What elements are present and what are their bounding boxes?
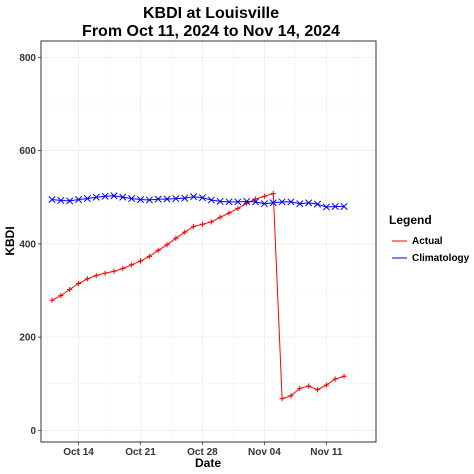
data-point-actual [173,235,179,241]
data-point-actual [84,276,90,282]
series-line-actual [51,192,345,400]
data-point-actual [252,196,259,202]
series-layer [48,190,348,402]
data-point-actual [58,292,64,299]
x-tick-label: Oct 28 [187,447,218,458]
data-point-actual [235,205,241,211]
data-point-actual [102,270,108,276]
data-point-actual [120,265,126,272]
data-point-climatology [331,202,339,211]
data-point-actual [288,393,294,399]
data-point-actual [332,376,338,382]
data-point-climatology [145,196,153,204]
data-point-climatology [340,202,348,211]
y-tick-label: 0 [30,426,36,437]
data-point-actual [93,272,99,279]
series-line-climatology [51,195,345,208]
data-point-actual [323,382,329,388]
data-point-climatology [225,198,233,206]
data-point-actual [217,214,223,220]
data-point-actual [146,253,152,260]
data-point-climatology [198,194,207,202]
data-point-actual [341,373,347,379]
data-point-climatology [110,192,118,200]
data-point-climatology [83,195,91,203]
x-tick-label: Nov 04 [248,447,281,458]
chart-title: KBDI at Louisville [143,5,279,22]
data-point-actual [164,242,170,248]
data-point-climatology [172,195,180,203]
data-point-climatology [119,193,127,201]
y-axis-title: KBDI [3,226,17,255]
data-point-actual [155,247,161,253]
data-point-climatology [313,200,322,208]
data-point-climatology [322,203,330,211]
data-point-climatology [66,197,74,205]
data-point-actual [314,387,321,393]
data-point-actual [297,385,303,391]
legend: Legend Actual Climatology [389,213,470,264]
data-point-actual [111,268,117,274]
data-point-actual [67,286,73,293]
data-point-actual [137,258,144,264]
y-tick-label: 600 [19,146,36,157]
data-point-climatology [136,195,145,204]
x-axis-title: Date [195,456,221,470]
data-point-climatology [278,198,286,206]
data-point-climatology [243,197,251,205]
data-point-climatology [234,198,242,206]
data-point-climatology [74,195,83,204]
data-point-actual [199,221,206,227]
x-tick-label: Oct 14 [63,447,94,458]
data-point-actual [279,396,285,402]
data-point-climatology [57,196,65,205]
y-tick-label: 200 [19,333,36,344]
data-point-climatology [287,198,295,206]
data-point-climatology [92,193,100,201]
plot-panel-border [40,40,377,443]
legend-item-climatology: Climatology [392,253,470,264]
data-point-actual [129,262,135,268]
data-point-climatology [207,196,215,204]
y-axis: 0 200 400 600 800 [19,53,41,437]
data-point-climatology [163,195,171,203]
data-point-actual [306,383,312,389]
y-tick-label: 800 [19,53,36,64]
data-point-climatology [181,194,189,202]
data-point-actual [49,297,55,303]
x-axis: Oct 14 Oct 21 Oct 28 Nov 04 Nov 11 [63,442,343,458]
data-point-climatology [251,198,260,206]
data-point-actual [208,219,214,225]
x-tick-label: Nov 11 [310,447,343,458]
y-tick-label: 400 [19,239,36,250]
chart-subtitle: From Oct 11, 2024 to Nov 14, 2024 [82,23,340,40]
data-point-actual [226,210,232,216]
data-point-climatology [190,193,198,201]
data-point-climatology [305,199,313,207]
data-point-actual [261,193,267,199]
data-point-climatology [260,200,268,208]
data-point-climatology [48,195,56,204]
data-point-actual [191,223,197,230]
data-point-climatology [216,197,224,205]
data-point-actual [182,229,188,235]
data-point-climatology [296,200,304,208]
legend-title: Legend [389,213,432,227]
data-point-climatology [101,192,109,200]
legend-label-climatology: Climatology [412,253,470,264]
data-point-actual [270,190,276,197]
data-point-climatology [154,195,162,203]
data-point-climatology [269,199,277,207]
legend-item-actual: Actual [392,236,443,247]
data-point-climatology [128,195,136,203]
x-tick-label: Oct 21 [125,447,156,458]
data-point-actual [75,280,82,287]
legend-label-actual: Actual [412,236,443,247]
